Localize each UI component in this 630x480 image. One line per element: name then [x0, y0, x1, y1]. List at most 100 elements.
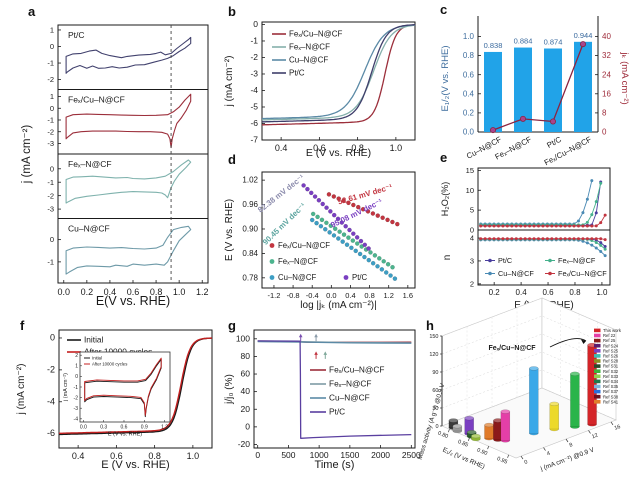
chrono-Cu–N@CF [257, 340, 412, 344]
svg-text:2000: 2000 [371, 450, 390, 460]
svg-text:j (mA cm⁻²): j (mA cm⁻²) [21, 125, 33, 185]
svg-text:40: 40 [241, 386, 251, 396]
svg-text:0.874: 0.874 [544, 38, 563, 47]
svg-text:j (mA cm⁻²): j (mA cm⁻²) [63, 373, 69, 402]
svg-text:Cu–N@CF: Cu–N@CF [289, 56, 328, 65]
svg-text:1: 1 [50, 26, 54, 35]
lsv-Feₓ/Cu–N@CF [262, 24, 416, 126]
svg-text:Ref S33: Ref S33 [603, 374, 619, 379]
svg-text:5: 5 [470, 206, 474, 215]
svg-text:0.95: 0.95 [496, 456, 508, 466]
panel-d-label: d [228, 152, 236, 167]
svg-text:1000: 1000 [310, 450, 329, 460]
svg-text:Ref S34: Ref S34 [603, 379, 619, 384]
svg-text:120: 120 [429, 352, 438, 358]
svg-text:1: 1 [75, 364, 78, 370]
svg-text:E (V vs. RHE): E (V vs. RHE) [101, 459, 169, 471]
svg-text:500: 500 [281, 450, 295, 460]
svg-text:Feₓ–N@CF: Feₓ–N@CF [289, 43, 330, 52]
svg-text:1: 1 [50, 92, 54, 101]
svg-text:0.0: 0.0 [58, 287, 71, 297]
svg-text:-1: -1 [47, 257, 54, 266]
svg-text:0.8: 0.8 [351, 143, 364, 153]
svg-text:0: 0 [470, 226, 474, 235]
svg-text:0.8: 0.8 [150, 287, 163, 297]
panel-h-label: h [426, 318, 434, 333]
svg-text:Ref S32: Ref S32 [603, 369, 619, 374]
svg-text:30: 30 [432, 406, 438, 412]
svg-text:n: n [442, 255, 453, 261]
svg-text:52.61 mV dec⁻¹: 52.61 mV dec⁻¹ [337, 182, 394, 206]
svg-text:0.84: 0.84 [242, 249, 258, 258]
svg-text:-1: -1 [47, 178, 54, 187]
svg-text:0.6: 0.6 [463, 70, 475, 79]
bar-Feₓ/Cu–N@CF [574, 41, 592, 132]
svg-text:Ref S31: Ref S31 [603, 364, 619, 369]
svg-text:Ref 25: Ref 25 [603, 338, 616, 343]
svg-text:0.9: 0.9 [141, 425, 148, 431]
svg-text:Pt/C: Pt/C [352, 273, 368, 282]
svg-text:Ref S25: Ref S25 [603, 348, 619, 353]
svg-text:Initial: Initial [84, 335, 104, 345]
svg-text:32: 32 [602, 51, 611, 60]
svg-text:E(V vs. RHE): E(V vs. RHE) [96, 294, 170, 308]
svg-text:1500: 1500 [340, 450, 359, 460]
svg-text:20: 20 [241, 404, 251, 414]
svg-text:0.6: 0.6 [313, 143, 326, 153]
cv-curve-3 [65, 225, 192, 275]
lsv-Feₓ–N@CF [261, 24, 416, 121]
svg-text:E (V vs. RHE): E (V vs. RHE) [108, 432, 142, 438]
cv-curve-1 [65, 93, 192, 149]
panel-b-chart: 0.4 0.6 0.8 1.0 0 -1 -2 -3 -4 -5 -6 -7 Feₓ/Cu–N@CF Fe… [224, 19, 416, 159]
panel-d-chart: -1.2 -0.8 -0.4 0.0 0.4 0.8 1.2 1.6 0.78 0.84 0.90 0… [224, 171, 416, 311]
svg-text:0.3: 0.3 [100, 425, 107, 431]
svg-text:80: 80 [241, 351, 251, 361]
svg-text:1.2: 1.2 [383, 291, 393, 300]
svg-text:0.2: 0.2 [489, 288, 501, 297]
svg-text:0: 0 [253, 19, 258, 29]
svg-text:Ref S24: Ref S24 [603, 343, 619, 348]
panel-b: b 0.4 0.6 0.8 1.0 0 -1 -2 -3 -4 -5 -6 -7 Feₓ/Cu–N@CF… [222, 2, 422, 162]
svg-text:0.6: 0.6 [110, 451, 123, 461]
svg-text:0.4: 0.4 [72, 451, 85, 461]
svg-text:-2: -2 [47, 127, 54, 136]
svg-text:60: 60 [432, 388, 438, 394]
svg-text:0.80: 0.80 [437, 430, 449, 440]
svg-text:0.6: 0.6 [127, 287, 140, 297]
svg-text:0: 0 [50, 333, 55, 343]
svg-text:Pt/C: Pt/C [329, 407, 345, 417]
svg-text:Pt/C: Pt/C [289, 69, 305, 78]
svg-text:After 10000 cycles: After 10000 cycles [92, 362, 127, 367]
svg-text:log |jₖ (mA cm⁻²)|: log |jₖ (mA cm⁻²)| [300, 300, 376, 311]
svg-text:2: 2 [75, 353, 78, 359]
svg-text:Initial: Initial [92, 356, 102, 361]
panel-g: g 0 500 1000 1500 2000 2500 -20 0 20 40 60 80 100 Feₓ… [222, 316, 426, 480]
lsv-Pt/C [262, 24, 416, 123]
panel-a-chart: 1 0 -1 -2 Pt/C 1 0 -1 -2 -3 Feₓ/Cu–N@CF 0 -1 -2 -3 Feₓ–… [21, 24, 209, 308]
svg-text:Ref S38: Ref S38 [603, 394, 619, 399]
svg-text:0.90: 0.90 [242, 225, 258, 234]
svg-text:0: 0 [50, 235, 54, 244]
svg-text:-2: -2 [47, 364, 55, 374]
svg-text:8: 8 [569, 442, 574, 449]
svg-text:Cu–N@CF: Cu–N@CF [68, 224, 110, 234]
svg-text:0: 0 [255, 450, 260, 460]
tafel-Feₓ–N@CF [310, 211, 395, 270]
svg-text:-7: -7 [250, 135, 258, 145]
cv-curve-0 [65, 36, 192, 74]
svg-text:-2: -2 [74, 395, 79, 401]
svg-text:4: 4 [546, 451, 551, 458]
svg-text:0.0: 0.0 [463, 128, 475, 137]
svg-text:-4: -4 [47, 396, 55, 406]
panel-b-label: b [228, 4, 236, 19]
svg-text:Feₓ–N@CF: Feₓ–N@CF [278, 257, 318, 266]
chrono-Pt/C [257, 340, 412, 439]
svg-text:0.4: 0.4 [463, 89, 475, 98]
svg-text:Feₓ/Cu–N@CF: Feₓ/Cu–N@CF [68, 95, 125, 105]
svg-text:E (V vs. RHE): E (V vs. RHE) [306, 147, 371, 159]
svg-text:0.85: 0.85 [457, 439, 469, 449]
svg-text:0.6: 0.6 [121, 425, 128, 431]
panel-e-chart: 0 5 10 15 2 3 4 0.2 0.4 0.6 0.8 1.0 Pt/C Cu–N@CF Feₓ–N… [440, 166, 611, 311]
svg-text:0.4: 0.4 [345, 291, 355, 300]
svg-text:0.90: 0.90 [476, 447, 488, 457]
